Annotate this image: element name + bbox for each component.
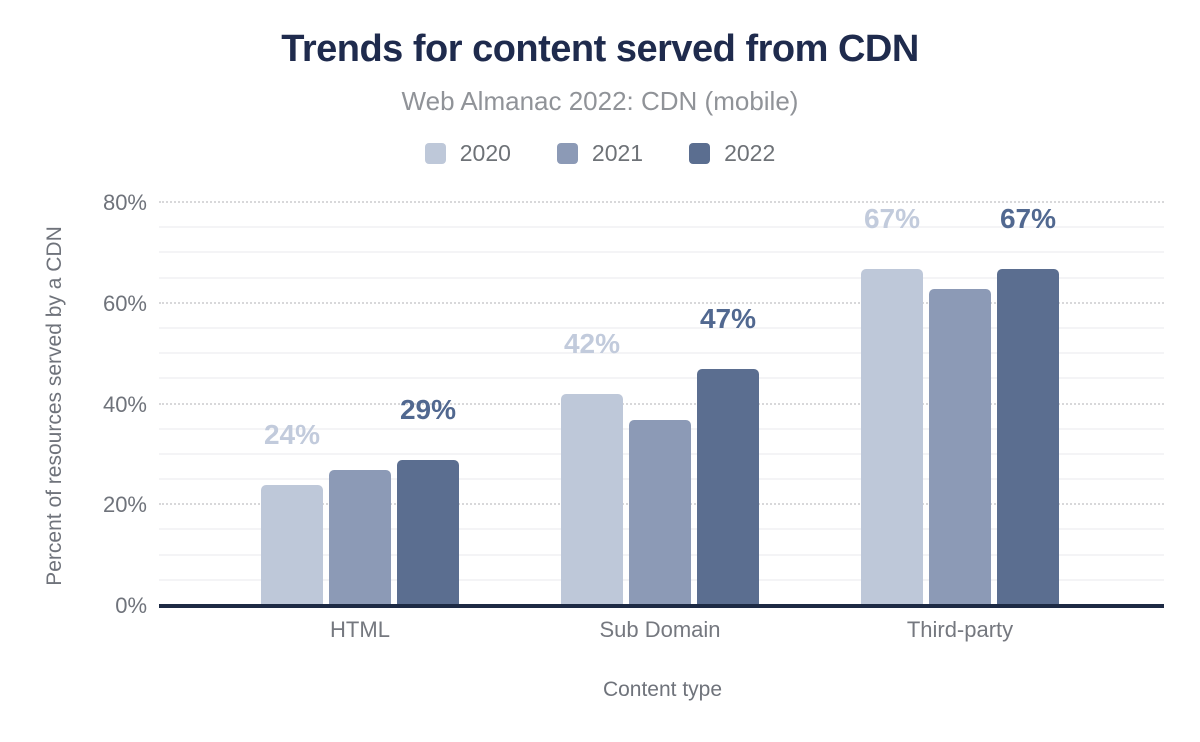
chart-subtitle: Web Almanac 2022: CDN (mobile) xyxy=(401,86,799,116)
legend-item-2020: 2020 xyxy=(424,140,511,167)
minor-gridline-65pct xyxy=(159,276,1164,279)
bar-html-2020 xyxy=(261,485,323,606)
y-tick-label-80pct: 80% xyxy=(102,190,147,215)
plot-area: 24% 29% 42% 47% 67% 67% xyxy=(159,201,1164,606)
major-gridline-80pct xyxy=(159,201,1164,203)
legend-item-2021: 2021 xyxy=(556,140,644,167)
legend-label-2021: 2021 xyxy=(591,140,644,166)
y-tick-label-40pct: 40% xyxy=(102,391,147,417)
legend-label-2022: 2022 xyxy=(724,140,776,166)
data-label-sub-domain-2020: 42% xyxy=(563,328,621,360)
x-category-label-third-party: Third-party xyxy=(906,617,1014,642)
x-category-label-html: HTML xyxy=(330,617,390,642)
bar-html-2021 xyxy=(329,470,391,606)
x-axis-title: Content type xyxy=(602,678,723,701)
minor-gridline-45pct xyxy=(159,377,1164,380)
bar-sub-domain-2020 xyxy=(561,394,623,606)
minor-gridline-50pct xyxy=(159,352,1164,355)
y-tick-label-20pct: 20% xyxy=(102,492,147,518)
minor-gridline-75pct xyxy=(159,226,1164,229)
legend-swatch-2022 xyxy=(689,143,711,164)
data-label-third-party-2022: 67% xyxy=(999,202,1057,234)
bar-sub-domain-2021 xyxy=(629,419,691,606)
legend-item-2022: 2022 xyxy=(689,140,775,167)
y-tick-label-0pct: 0% xyxy=(115,593,147,618)
x-category-label-sub-domain: Sub Domain xyxy=(599,617,721,642)
bar-third-party-2022 xyxy=(997,268,1059,606)
y-tick-label-60pct: 60% xyxy=(102,290,147,316)
bar-third-party-2021 xyxy=(929,288,991,606)
bar-third-party-2020 xyxy=(861,268,923,606)
major-gridline-60pct xyxy=(159,301,1164,304)
legend-swatch-2021 xyxy=(556,143,578,164)
chart-legend: 2020 2021 2022 xyxy=(0,140,1200,167)
minor-gridline-70pct xyxy=(159,251,1164,254)
legend-label-2020: 2020 xyxy=(459,140,511,166)
data-label-html-2022: 29% xyxy=(399,393,457,425)
minor-gridline-55pct xyxy=(159,326,1164,329)
legend-swatch-2020 xyxy=(424,143,446,164)
data-label-third-party-2020: 67% xyxy=(863,202,921,234)
chart-title: Trends for content served from CDN xyxy=(281,28,919,70)
bar-sub-domain-2022 xyxy=(697,369,759,606)
major-gridline-40pct xyxy=(159,402,1164,405)
x-axis-line xyxy=(159,604,1164,608)
bar-html-2022 xyxy=(397,459,459,606)
data-label-sub-domain-2022: 47% xyxy=(699,303,757,335)
data-label-html-2020: 24% xyxy=(263,419,321,451)
